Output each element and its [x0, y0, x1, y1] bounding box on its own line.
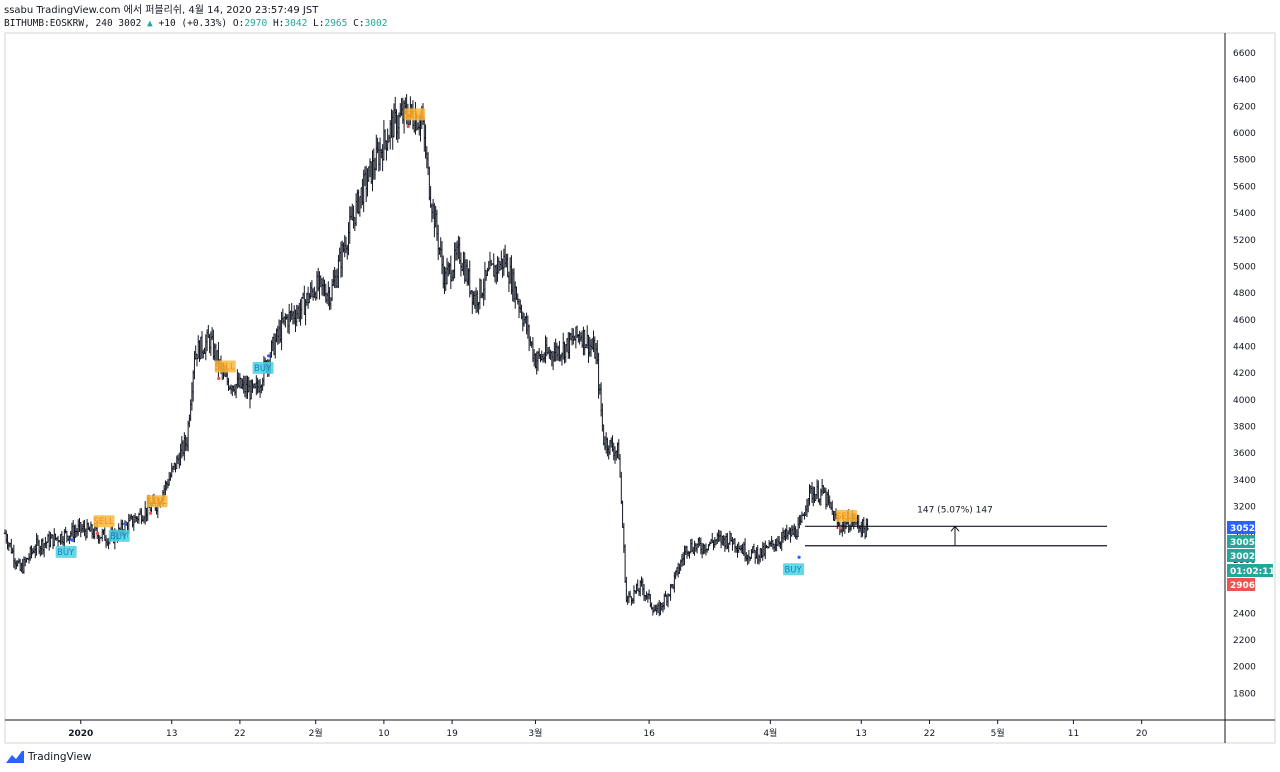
buy-marker: BUY [783, 555, 805, 576]
x-tick-label: 5월 [991, 727, 1005, 739]
svg-text:3052: 3052 [1230, 524, 1255, 534]
x-tick-label: 16 [643, 729, 655, 739]
sell-marker: SELL [146, 495, 168, 515]
y-tick-label: 5600 [1233, 182, 1256, 192]
y-tick-label: 2400 [1233, 609, 1256, 619]
svg-text:2906: 2906 [1230, 581, 1255, 591]
price-range-measure[interactable]: 147 (5.07%) 147 [917, 505, 993, 546]
x-tick-label: 13 [166, 729, 177, 739]
sell-marker: SELL [93, 515, 115, 535]
open-value: 2970 [244, 18, 268, 29]
y-tick-label: 3800 [1233, 423, 1256, 433]
price-badge: 01:02:11 [1227, 564, 1275, 577]
x-tick-label: 3월 [528, 727, 542, 739]
svg-text:SELL: SELL [93, 517, 114, 527]
horizontal-lines[interactable] [805, 525, 1107, 547]
y-tick-label: 2000 [1233, 663, 1256, 673]
sell-marker: SELL [404, 108, 426, 128]
sell-marker: SELL [836, 509, 858, 530]
buy-marker: BUY [252, 354, 274, 374]
svg-text:SELL: SELL [215, 362, 236, 372]
svg-text:BUY: BUY [57, 548, 75, 558]
x-tick-label: 13 [856, 729, 867, 739]
y-tick-label: 5000 [1233, 262, 1256, 272]
publish-info: ssabu TradingView.com 에서 퍼블리쉬, 4월 14, 20… [4, 5, 319, 16]
footer-brand[interactable]: TradingView [6, 751, 91, 763]
svg-text:3002: 3002 [1230, 552, 1255, 562]
y-tick-label: 5200 [1233, 236, 1256, 246]
up-triangle-icon: ▲ [147, 18, 153, 29]
close-label: C: [353, 18, 365, 29]
price-badge: 3002 [1227, 549, 1255, 562]
ohlc-bar [620, 471, 623, 505]
y-tick-label: 6000 [1233, 129, 1256, 139]
y-tick-label: 4800 [1233, 289, 1256, 299]
x-tick-label: 22 [234, 729, 245, 739]
y-tick-label: 5800 [1233, 156, 1256, 166]
price-badge: 2906 [1227, 578, 1255, 591]
y-tick-label: 6400 [1233, 76, 1256, 86]
price-badge: 3052 [1227, 521, 1255, 534]
ohlc-bars [3, 94, 869, 617]
open-label: O: [232, 18, 245, 29]
close-value: 3002 [364, 18, 388, 29]
svg-text:BUY: BUY [254, 364, 272, 374]
last-price: 3002 [118, 18, 142, 29]
x-tick-label: 4월 [763, 727, 777, 739]
buy-marker: BUY [55, 538, 77, 558]
y-tick-label: 3000 [1233, 529, 1256, 539]
svg-text:BUY: BUY [110, 532, 128, 542]
y-tick-label: 6200 [1233, 102, 1256, 112]
price-badges: 3052 3005 3002 01:02:11 2906 [1227, 521, 1275, 591]
y-tick-label: 2200 [1233, 636, 1256, 646]
low-label: L: [313, 18, 325, 29]
y-tick-label: 3200 [1233, 503, 1256, 513]
x-tick-label: 22 [924, 729, 935, 739]
buy-marker: BUY [108, 522, 130, 542]
svg-text:SELL: SELL [404, 110, 425, 120]
y-tick-label: 4200 [1233, 369, 1256, 379]
x-tick-label: 19 [446, 729, 458, 739]
y-tick-label: 5400 [1233, 209, 1256, 219]
price-change: +10 (+0.33%) [158, 18, 228, 29]
y-tick-label: 4600 [1233, 316, 1256, 326]
y-tick-label: 3600 [1233, 449, 1256, 459]
price-axis[interactable]: 1800200022002400260028003000320034003600… [1233, 49, 1256, 699]
y-tick-label: 3400 [1233, 476, 1256, 486]
svg-text:BUY: BUY [784, 565, 802, 575]
x-tick-label: 10 [378, 729, 390, 739]
x-tick-label: 2020 [68, 729, 93, 739]
signal-markers: BUY SELL BUY SELL SELL BUY SELL BUY SELL [55, 108, 858, 576]
svg-text:SELL: SELL [146, 497, 167, 507]
arrow-up-icon [950, 525, 960, 532]
plot-frame [4, 32, 1276, 744]
ohlc-bar [866, 518, 869, 531]
tradingview-logo-icon [6, 751, 24, 763]
brand-label: TradingView [28, 751, 92, 763]
symbol-ohlc-line: BITHUMB:EOSKRW, 240 3002 ▲ +10 (+0.33%) … [4, 18, 387, 30]
y-tick-label: 4400 [1233, 342, 1256, 352]
low-value: 2965 [324, 18, 348, 29]
y-tick-label: 1800 [1233, 689, 1256, 699]
svg-text:SELL: SELL [836, 512, 857, 522]
y-tick-label: 6600 [1233, 49, 1256, 59]
high-label: H: [272, 18, 285, 29]
y-tick-label: 4000 [1233, 396, 1256, 406]
svg-text:3005: 3005 [1230, 538, 1255, 548]
high-value: 3042 [284, 18, 308, 29]
sell-marker: SELL [215, 360, 236, 381]
time-axis[interactable]: 2020 13 22 2월 10 19 3월 16 4월 13 22 5월 11 20 [68, 720, 1148, 739]
symbol-label: BITHUMB:EOSKRW, 240 [4, 18, 113, 29]
x-tick-label: 11 [1068, 729, 1079, 739]
price-badge: 3005 [1227, 535, 1255, 548]
x-tick-label: 2월 [309, 727, 323, 739]
measure-label: 147 (5.07%) 147 [917, 505, 993, 515]
svg-text:01:02:11: 01:02:11 [1230, 567, 1275, 577]
x-tick-label: 20 [1136, 729, 1148, 739]
